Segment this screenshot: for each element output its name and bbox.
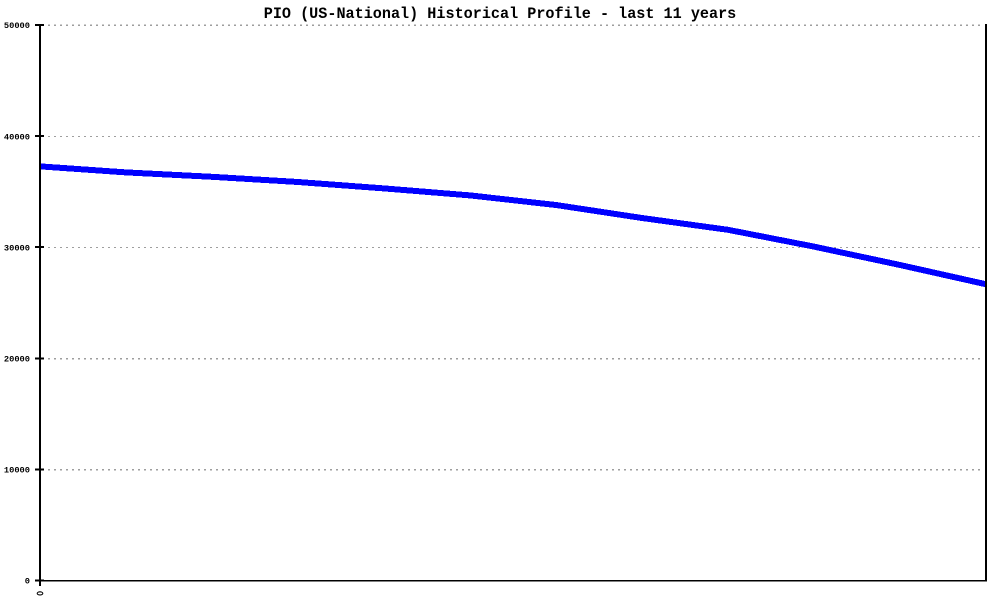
- svg-text:10000: 10000: [4, 466, 30, 476]
- svg-text:0: 0: [25, 577, 30, 587]
- svg-text:20000: 20000: [4, 355, 30, 365]
- svg-text:30000: 30000: [4, 243, 30, 253]
- svg-text:40000: 40000: [4, 132, 30, 142]
- svg-text:PIO (US-National) Historical P: PIO (US-National) Historical Profile - l…: [264, 5, 737, 23]
- svg-text:50000: 50000: [4, 21, 30, 31]
